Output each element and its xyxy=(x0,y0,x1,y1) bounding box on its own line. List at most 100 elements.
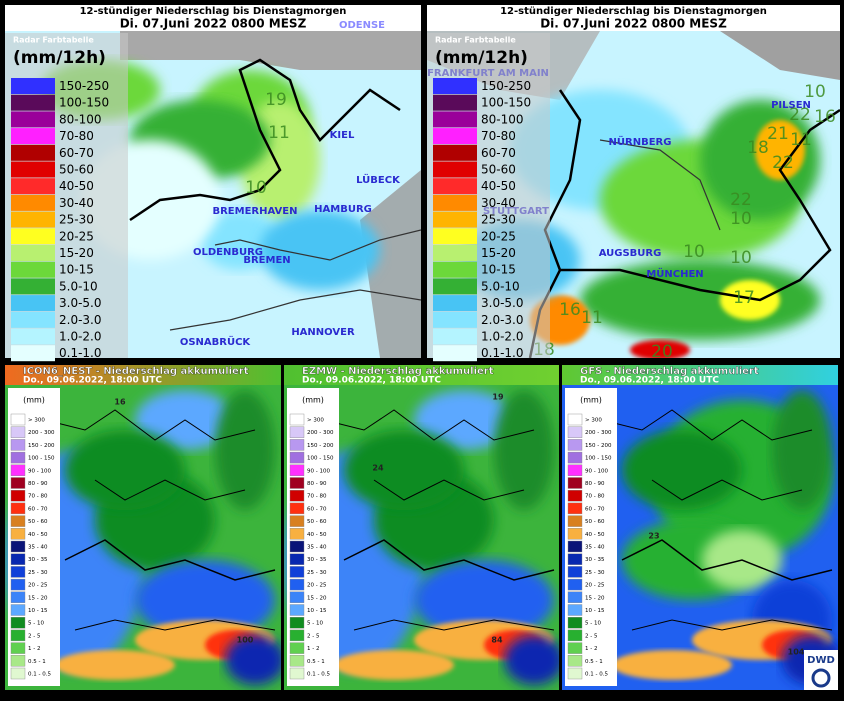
legend-label: 50 - 60 xyxy=(28,519,48,525)
amount-label: 11 xyxy=(581,308,603,328)
precip-area xyxy=(344,430,464,510)
precip-area xyxy=(630,340,690,358)
legend-swatch xyxy=(289,667,305,680)
legend-label: 1 - 2 xyxy=(307,646,319,652)
legend-label: 70-80 xyxy=(481,129,516,143)
legend-swatch xyxy=(10,528,26,540)
place-name: NÜRNBERG xyxy=(609,134,672,148)
legend-swatch xyxy=(11,311,55,328)
legend-swatch xyxy=(289,655,305,667)
legend-swatch xyxy=(10,591,26,603)
place-name: MÜNCHEN xyxy=(646,266,703,280)
legend-swatch xyxy=(433,78,477,94)
legend-swatch xyxy=(11,278,55,295)
legend-label: 10-15 xyxy=(481,263,516,277)
legend-label: 50-60 xyxy=(481,163,516,177)
panel-title: 12-stündiger Niederschlag bis Dienstagmo… xyxy=(500,6,767,17)
legend-swatch xyxy=(567,655,583,667)
legend-label: 15-20 xyxy=(59,246,94,260)
legend-swatch xyxy=(433,128,477,145)
legend-swatch xyxy=(433,228,477,245)
legend-swatch xyxy=(567,553,583,565)
amount-label: 21 xyxy=(767,124,789,144)
amount-label: 16 xyxy=(114,398,126,407)
legend-label: 0.1 - 0.5 xyxy=(307,672,330,678)
legend-label: 2 - 5 xyxy=(28,633,41,639)
logo-icon xyxy=(811,668,831,688)
legend-swatch xyxy=(289,515,305,527)
legend-label: 10-15 xyxy=(59,263,94,277)
legend-swatch xyxy=(11,194,55,211)
legend-label: 5 - 10 xyxy=(28,621,44,627)
logo: DWD xyxy=(807,655,835,666)
legend-swatch xyxy=(289,502,305,515)
precip-area xyxy=(225,635,281,685)
legend-swatch xyxy=(567,642,583,654)
legend-swatch xyxy=(433,194,477,211)
legend-label: 10 - 15 xyxy=(28,608,48,614)
legend-swatch xyxy=(433,295,477,312)
legend-swatch xyxy=(433,178,477,195)
legend-swatch xyxy=(10,490,26,502)
precip-area xyxy=(720,280,780,320)
legend-label: 5 - 10 xyxy=(585,621,601,627)
title-bar xyxy=(5,5,421,31)
place-name: BREMERHAVEN xyxy=(212,206,297,217)
legend-swatch xyxy=(567,566,583,578)
legend-swatch xyxy=(11,345,55,362)
legend-swatch xyxy=(10,655,26,667)
legend-label: 40-50 xyxy=(59,179,94,193)
legend-swatch xyxy=(567,591,583,603)
legend-swatch xyxy=(11,211,55,228)
legend-unit: (mm) xyxy=(302,396,324,405)
legend-label: 0.1-1.0 xyxy=(59,346,102,360)
panel-title: 12-stündiger Niederschlag bis Dienstagmo… xyxy=(80,6,347,17)
amount-label: 10 xyxy=(730,248,752,268)
legend-label: > 300 xyxy=(585,418,602,424)
legend-swatch xyxy=(289,591,305,603)
legend-swatch xyxy=(433,245,477,261)
legend-label: 30-40 xyxy=(59,196,94,210)
legend-swatch xyxy=(567,490,583,502)
legend-label: 20 - 25 xyxy=(307,583,327,589)
legend-swatch xyxy=(289,464,305,476)
legend-swatch xyxy=(10,578,26,591)
legend-label: 10 - 15 xyxy=(585,608,605,614)
amount-label: 19 xyxy=(492,393,504,402)
place-name: OLDENBURG xyxy=(193,247,263,258)
legend-header: Radar Farbtabelle xyxy=(435,36,516,45)
legend-label: 100 - 150 xyxy=(28,456,55,462)
legend-swatch xyxy=(10,617,26,629)
legend-swatch xyxy=(10,566,26,578)
legend-label: 3.0-5.0 xyxy=(59,296,102,310)
amount-label: 11 xyxy=(790,130,812,150)
legend-label: 30 - 35 xyxy=(585,557,605,563)
legend-swatch xyxy=(433,311,477,328)
legend-label: 15-20 xyxy=(481,246,516,260)
header-bar xyxy=(5,365,281,385)
model-title: EZMW - Niederschlag akkumuliert xyxy=(302,366,494,377)
legend-label: 20 - 25 xyxy=(28,583,48,589)
precip-area xyxy=(215,390,275,510)
legend-label: 0.1 - 0.5 xyxy=(585,672,608,678)
place-name: OSNABRÜCK xyxy=(180,334,252,348)
precip-area xyxy=(414,560,554,640)
legend-swatch xyxy=(11,78,55,94)
legend-label: 2.0-3.0 xyxy=(59,313,102,327)
amount-label: 23 xyxy=(648,532,659,541)
legend-swatch xyxy=(289,439,305,451)
legend-swatch xyxy=(289,451,305,464)
legend-label: 100 - 150 xyxy=(585,456,612,462)
legend-label: 25-30 xyxy=(481,213,516,227)
legend-swatch xyxy=(10,642,26,654)
amount-label: 84 xyxy=(491,636,503,645)
legend-swatch xyxy=(433,144,477,161)
legend-swatch xyxy=(10,451,26,464)
legend-swatch xyxy=(567,540,583,553)
legend-label: 100 - 150 xyxy=(307,456,334,462)
legend-label: 150-250 xyxy=(481,79,531,93)
legend-swatch xyxy=(10,629,26,642)
legend-swatch xyxy=(289,629,305,642)
legend-label: 150 - 200 xyxy=(585,443,612,449)
legend-swatch xyxy=(433,261,477,278)
